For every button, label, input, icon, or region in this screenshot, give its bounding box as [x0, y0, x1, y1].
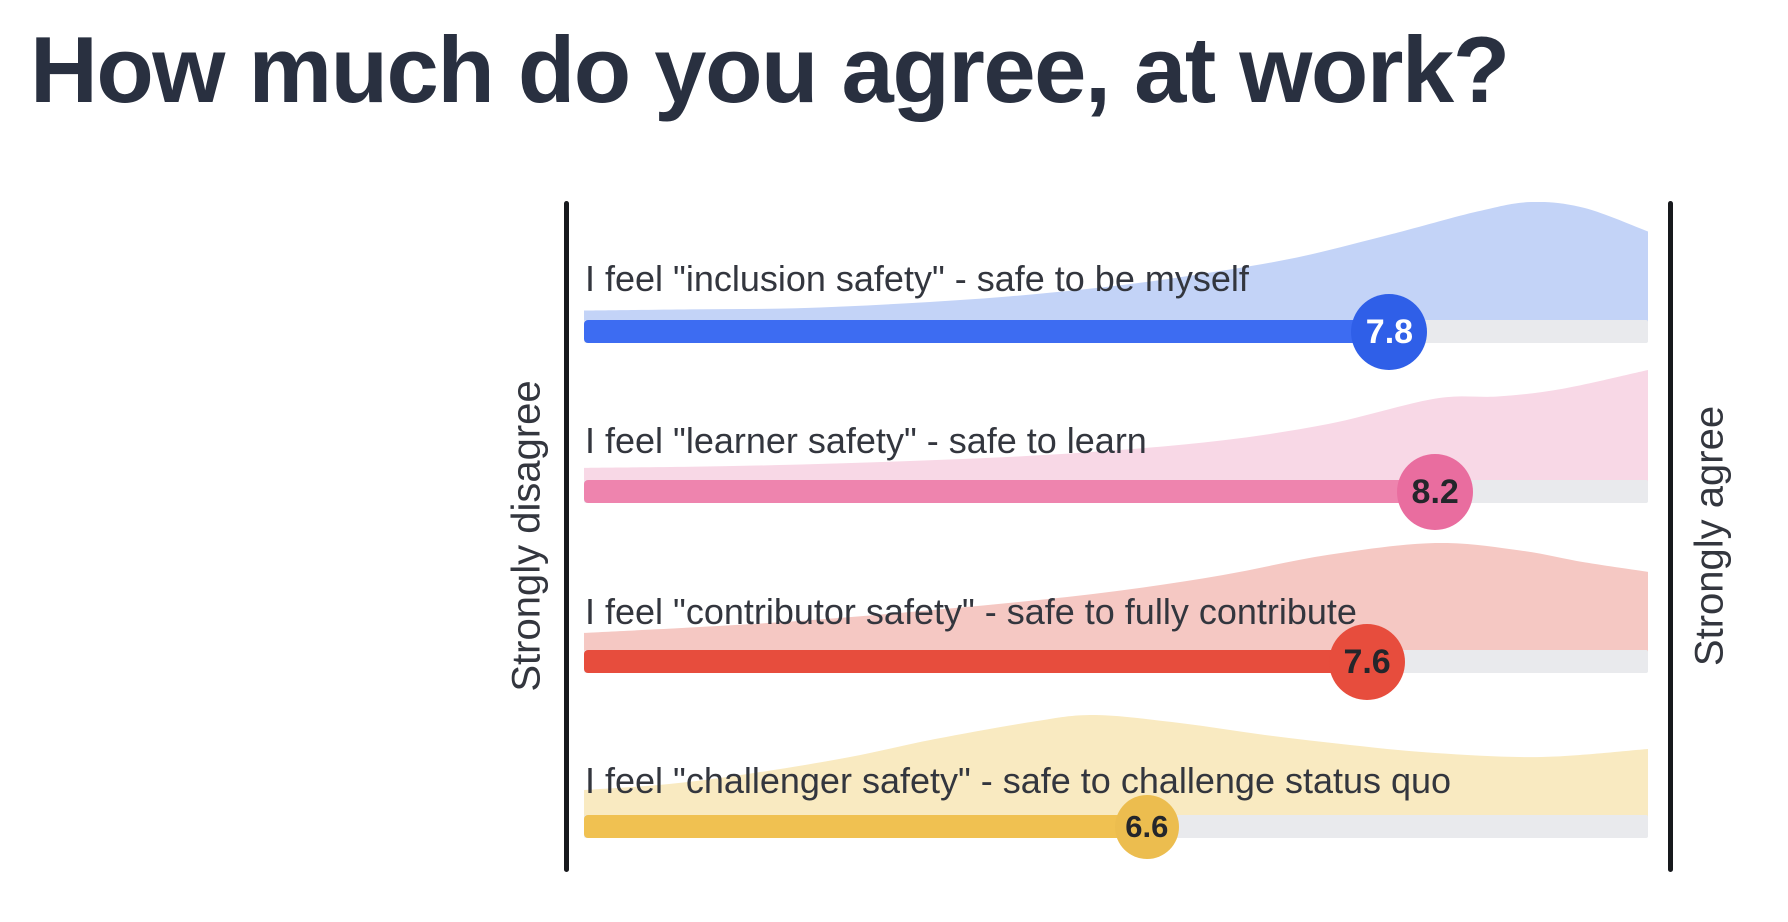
score-bar	[584, 815, 1147, 838]
score-marker: 7.8	[1351, 293, 1428, 370]
score-value: 8.2	[1411, 472, 1459, 511]
score-marker: 8.2	[1397, 453, 1474, 530]
density-area	[584, 715, 1648, 821]
score-bar	[584, 650, 1368, 673]
left-axis-line	[564, 201, 569, 872]
scale-track	[584, 320, 1648, 343]
axis-label-strongly-disagree: Strongly disagree	[504, 380, 549, 692]
score-bar	[584, 320, 1390, 343]
score-bar	[584, 480, 1436, 503]
density-path	[584, 370, 1648, 486]
score-value: 7.8	[1365, 312, 1414, 351]
row-label: I feel "learner safety" - safe to learn	[585, 420, 1147, 461]
row-label: I feel "contributor safety" - safe to fu…	[585, 591, 1357, 632]
density-area	[584, 202, 1648, 326]
density-path	[584, 715, 1648, 821]
row-label: I feel "challenger safety" - safe to cha…	[585, 760, 1452, 801]
scale-track	[584, 815, 1648, 838]
density-area	[584, 370, 1648, 486]
score-value: 7.6	[1343, 642, 1391, 681]
scale-track	[584, 650, 1648, 673]
score-value: 6.6	[1125, 809, 1169, 844]
density-path	[584, 543, 1648, 656]
density-area	[584, 543, 1648, 656]
score-marker: 6.6	[1114, 794, 1179, 859]
row-label: I feel "inclusion safety" - safe to be m…	[585, 258, 1249, 299]
scale-track	[584, 480, 1648, 503]
axis-label-strongly-agree: Strongly agree	[1687, 405, 1732, 667]
score-marker: 7.6	[1329, 623, 1406, 700]
chart-title: How much do you agree, at work?	[30, 17, 1510, 122]
density-path	[584, 202, 1648, 326]
right-axis-line	[1668, 201, 1673, 872]
